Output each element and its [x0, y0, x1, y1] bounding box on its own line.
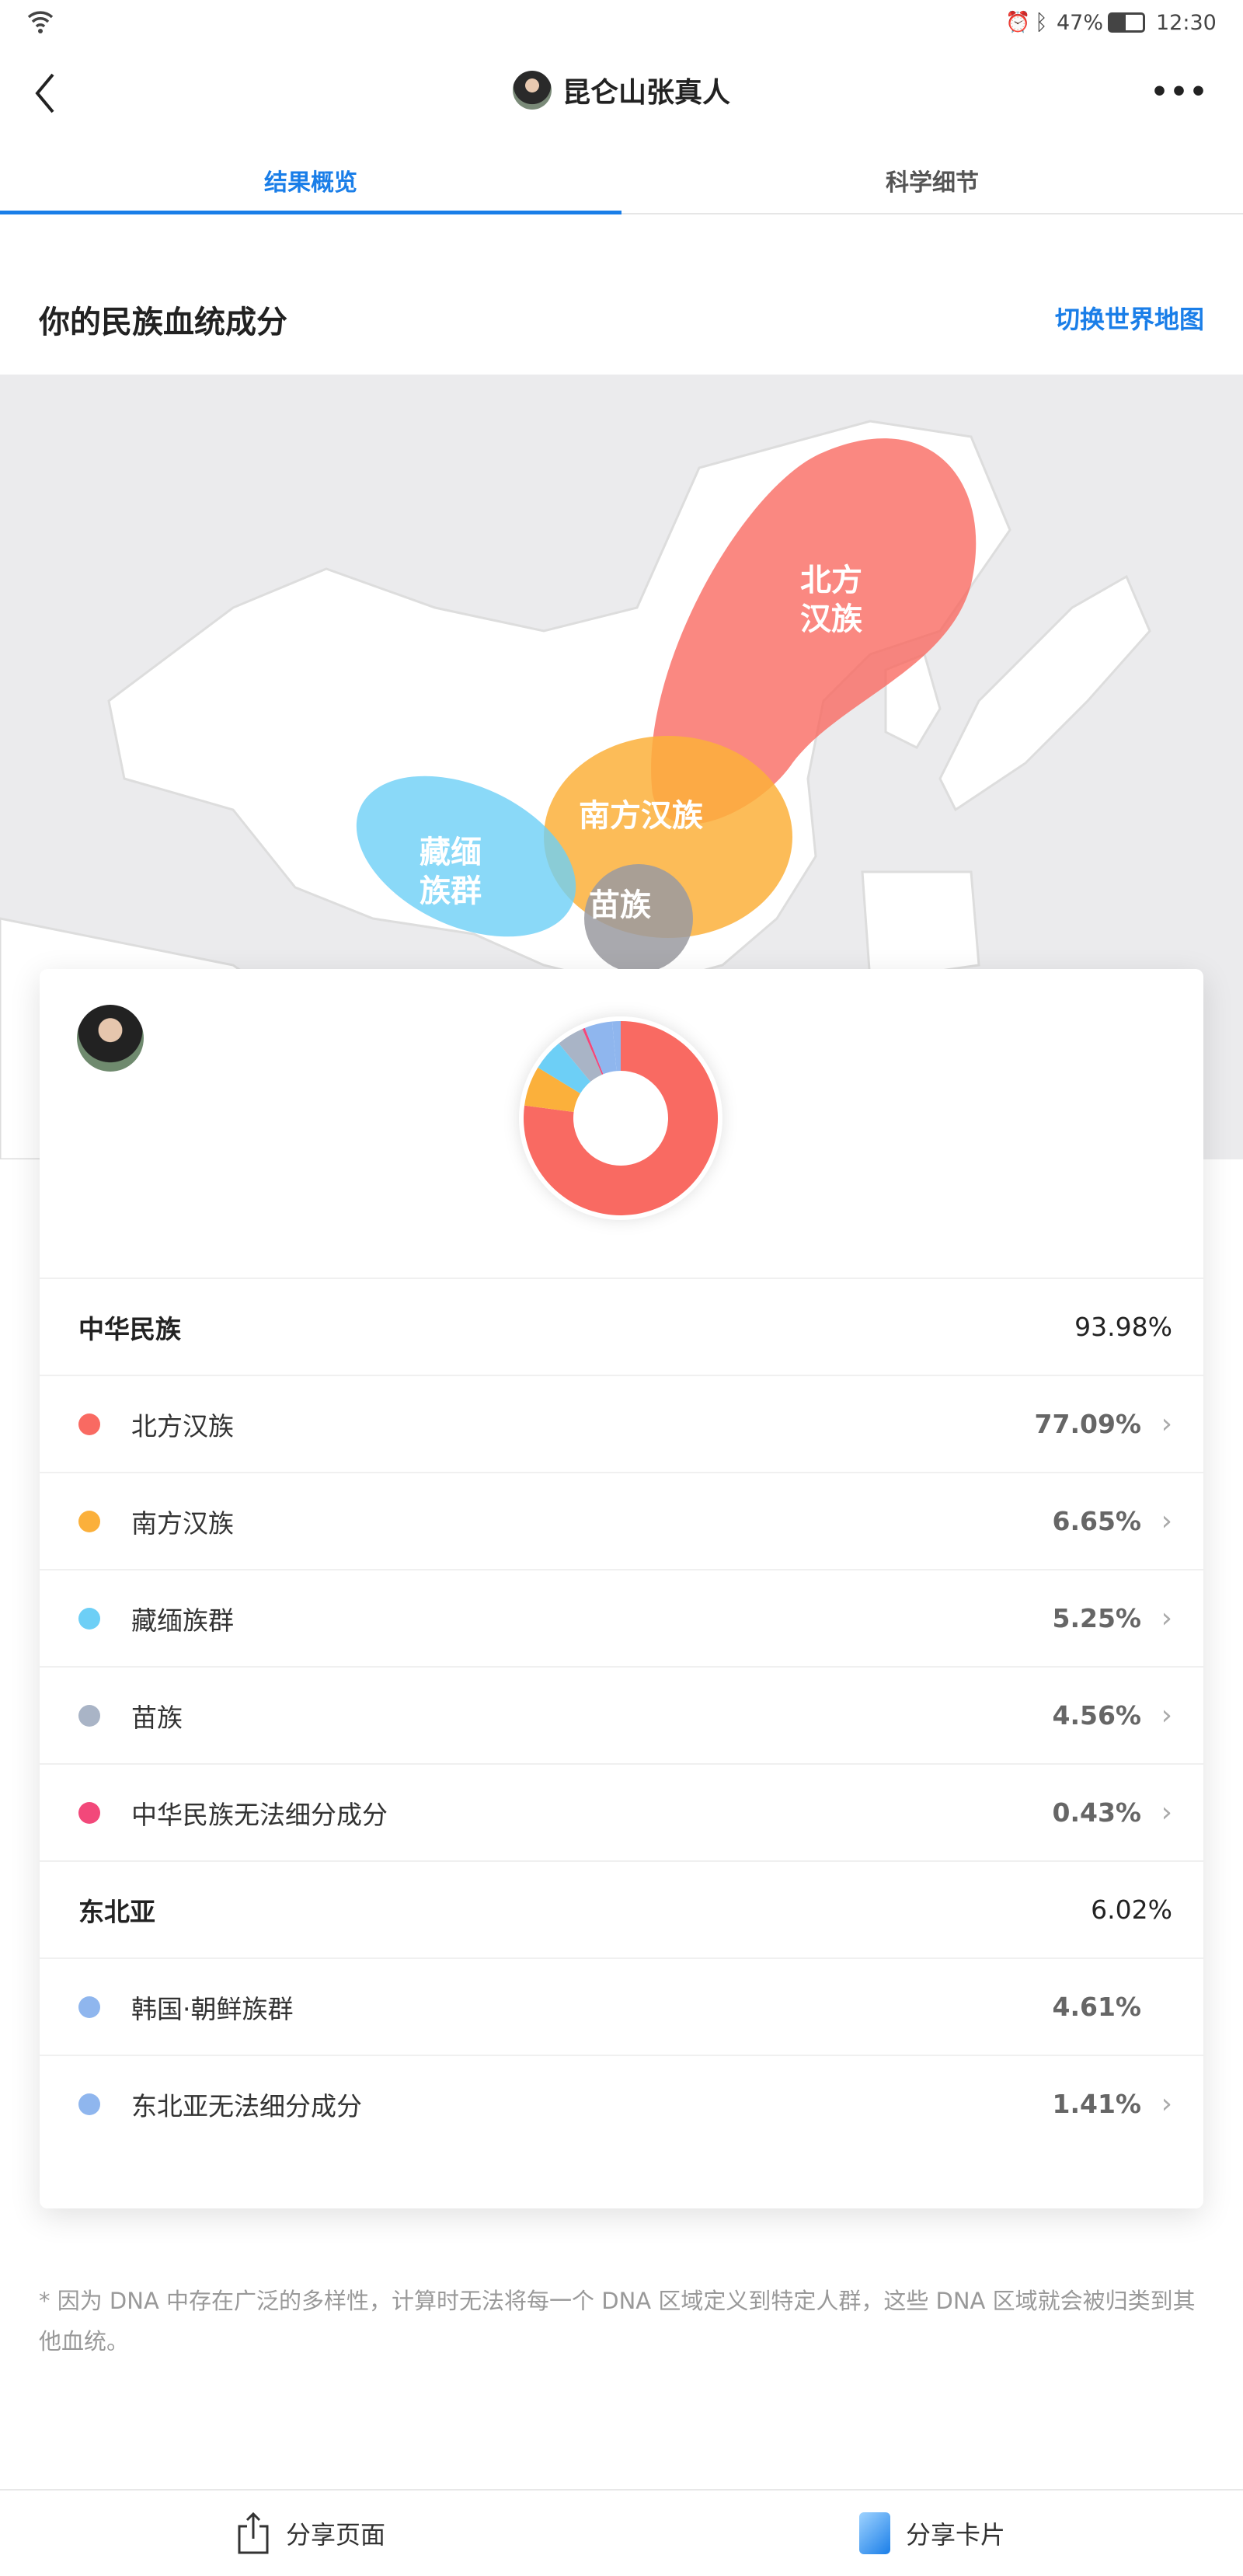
- legend-dot: [78, 1607, 100, 1630]
- ancestry-row[interactable]: 南方汉族 6.65% ›: [40, 1472, 1203, 1569]
- group-row: 东北亚 6.02%: [40, 1860, 1203, 1957]
- section-title: 你的民族血统成分: [39, 305, 287, 340]
- ancestry-row[interactable]: 北方汉族 77.09% ›: [40, 1375, 1203, 1472]
- chevron-right-icon: ›: [1161, 1505, 1172, 1537]
- donut-slice-6: [611, 1021, 621, 1072]
- chevron-left-icon: [35, 73, 54, 113]
- donut-slice-3: [559, 1029, 602, 1082]
- ancestry-row: 韩国·朝鲜族群 4.61%: [40, 1957, 1203, 2055]
- status-bar: ⏰ ᛒ 47% 12:30: [0, 0, 1243, 47]
- legend-dot: [78, 1704, 100, 1727]
- ancestry-value: 0.43%: [1052, 1797, 1142, 1828]
- share-card-label: 分享卡片: [905, 2520, 1005, 2550]
- chevron-right-icon: ›: [1161, 1408, 1172, 1440]
- map-land-japan: [938, 574, 1151, 812]
- battery-percent: 47%: [1057, 11, 1104, 35]
- ancestry-value: 6.65%: [1052, 1506, 1142, 1536]
- chevron-right-icon: ›: [1161, 1797, 1172, 1828]
- footnote: * 因为 DNA 中存在广泛的多样性，计算时无法将每一个 DNA 区域定义到特定…: [39, 2288, 1196, 2355]
- ancestry-label: 藏缅族群: [131, 1605, 234, 1636]
- map-blob-miao: [584, 864, 693, 973]
- ancestry-label: 中华民族无法细分成分: [131, 1799, 388, 1830]
- switch-world-map-link[interactable]: 切换世界地图: [1054, 305, 1204, 334]
- chevron-right-icon: ›: [1161, 1699, 1172, 1731]
- bottom-bar: 分享页面 分享卡片: [0, 2489, 1243, 2576]
- map-land-taiwan: [861, 870, 980, 982]
- map-blob-north-han: [651, 438, 977, 824]
- donut-slice-4: [582, 1027, 604, 1075]
- ancestry-donut-chart: [519, 1016, 722, 1220]
- chevron-right-icon: ›: [1161, 1602, 1172, 1634]
- share-icon: [238, 2512, 269, 2554]
- donut-slice-5: [584, 1021, 617, 1075]
- group-row: 中华民族 93.98%: [40, 1278, 1203, 1375]
- battery-icon: [1108, 12, 1145, 33]
- ancestry-value: 4.61%: [1052, 1992, 1142, 2022]
- ancestry-value: 5.25%: [1052, 1603, 1142, 1633]
- ancestry-value: 77.09%: [1034, 1409, 1141, 1439]
- legend-dot: [78, 1413, 100, 1435]
- map-label-tibeto-burman: 藏缅族群: [420, 835, 482, 909]
- map-label-north-han: 北方汉族: [800, 563, 862, 637]
- ancestry-label: 韩国·朝鲜族群: [131, 1993, 294, 2024]
- legend-dot: [78, 2093, 100, 2115]
- donut-slice-1: [524, 1067, 580, 1113]
- share-card-button[interactable]: 分享卡片: [622, 2491, 1243, 2576]
- map-blob-tibeto-burman: [356, 776, 576, 937]
- chevron-right-icon: ›: [1161, 2088, 1172, 2120]
- donut-slice-2: [538, 1043, 591, 1094]
- group-label: 东北亚: [78, 1896, 155, 1927]
- legend-dot: [78, 1996, 100, 2018]
- ancestry-value: 4.56%: [1052, 1700, 1142, 1731]
- tab-science-details[interactable]: 科学细节: [886, 169, 979, 197]
- group-value: 6.02%: [1091, 1895, 1172, 1925]
- legend-dot: [78, 1801, 100, 1824]
- page-title: 昆仑山张真人: [562, 77, 730, 109]
- group-value: 93.98%: [1074, 1312, 1172, 1342]
- ancestry-row[interactable]: 藏缅族群 5.25% ›: [40, 1569, 1203, 1666]
- more-icon[interactable]: •••: [1150, 76, 1209, 108]
- share-page-label: 分享页面: [285, 2520, 385, 2550]
- avatar: [512, 71, 552, 110]
- ancestry-value: 1.41%: [1052, 2089, 1142, 2119]
- wifi-icon: [26, 9, 54, 40]
- bluetooth-icon: ᛒ: [1035, 9, 1048, 35]
- user-avatar: [77, 1005, 144, 1072]
- ancestry-label: 南方汉族: [131, 1508, 234, 1539]
- map-label-south-han: 南方汉族: [579, 798, 703, 834]
- tab-bar: 结果概览 科学细节: [0, 148, 1243, 214]
- donut-slice-0: [524, 1021, 718, 1215]
- legend-dot: [78, 1510, 100, 1532]
- ancestry-label: 东北亚无法细分成分: [131, 2090, 362, 2121]
- ancestry-row[interactable]: 东北亚无法细分成分 1.41% ›: [40, 2055, 1203, 2152]
- header: 昆仑山张真人: [0, 70, 1243, 110]
- card-icon: [858, 2512, 890, 2554]
- ancestry-card: 中华民族 93.98% 北方汉族 77.09% › 南方汉族 6.65% › 藏缅族群 5.25%…: [40, 969, 1203, 2208]
- clock: 12:30: [1156, 11, 1217, 35]
- ancestry-row[interactable]: 中华民族无法细分成分 0.43% ›: [40, 1763, 1203, 1860]
- tab-overview[interactable]: 结果概览: [0, 148, 622, 214]
- back-button[interactable]: [31, 71, 62, 118]
- ancestry-row[interactable]: 苗族 4.56% ›: [40, 1666, 1203, 1763]
- ancestry-label: 北方汉族: [131, 1410, 234, 1441]
- alarm-icon: ⏰: [1005, 11, 1031, 34]
- ancestry-label: 苗族: [131, 1702, 183, 1733]
- share-page-button[interactable]: 分享页面: [0, 2491, 622, 2576]
- group-label: 中华民族: [78, 1313, 181, 1344]
- map-label-miao: 苗族: [589, 887, 651, 923]
